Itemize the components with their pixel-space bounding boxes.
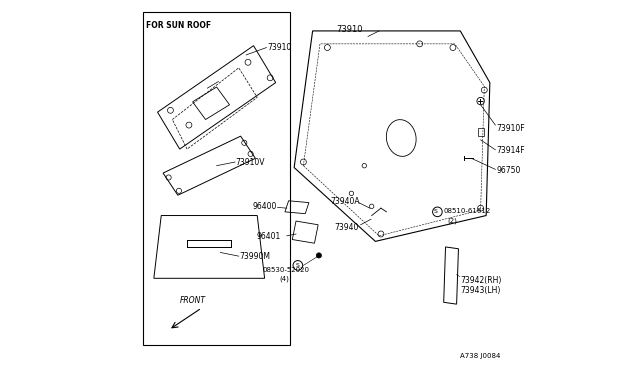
Text: 73942(RH): 73942(RH) (460, 276, 502, 285)
Text: FRONT: FRONT (180, 296, 205, 305)
Text: 08530-52020: 08530-52020 (263, 267, 310, 273)
Text: 73914F: 73914F (497, 147, 525, 155)
Text: 73940: 73940 (334, 223, 358, 232)
Text: 73940A: 73940A (330, 197, 360, 206)
Text: S: S (296, 263, 300, 268)
Text: 08510-61612: 08510-61612 (444, 208, 491, 214)
Text: 96401: 96401 (257, 232, 281, 241)
Text: 96400: 96400 (253, 202, 277, 211)
Text: S: S (434, 209, 438, 214)
Text: (4): (4) (280, 276, 289, 282)
Text: 73990M: 73990M (239, 251, 271, 261)
Circle shape (316, 253, 321, 258)
Text: A738 J0084: A738 J0084 (460, 353, 500, 359)
Text: 96750: 96750 (497, 166, 521, 175)
Text: 73910F: 73910F (497, 124, 525, 133)
Text: 73910: 73910 (268, 43, 292, 52)
Text: FOR SUN ROOF: FOR SUN ROOF (147, 21, 212, 30)
Text: (2): (2) (447, 218, 457, 224)
Text: 73943(LH): 73943(LH) (460, 286, 500, 295)
Text: 73910: 73910 (337, 25, 363, 33)
Bar (143, 13, 291, 345)
Bar (478, 128, 484, 136)
Text: 73910V: 73910V (236, 157, 266, 167)
